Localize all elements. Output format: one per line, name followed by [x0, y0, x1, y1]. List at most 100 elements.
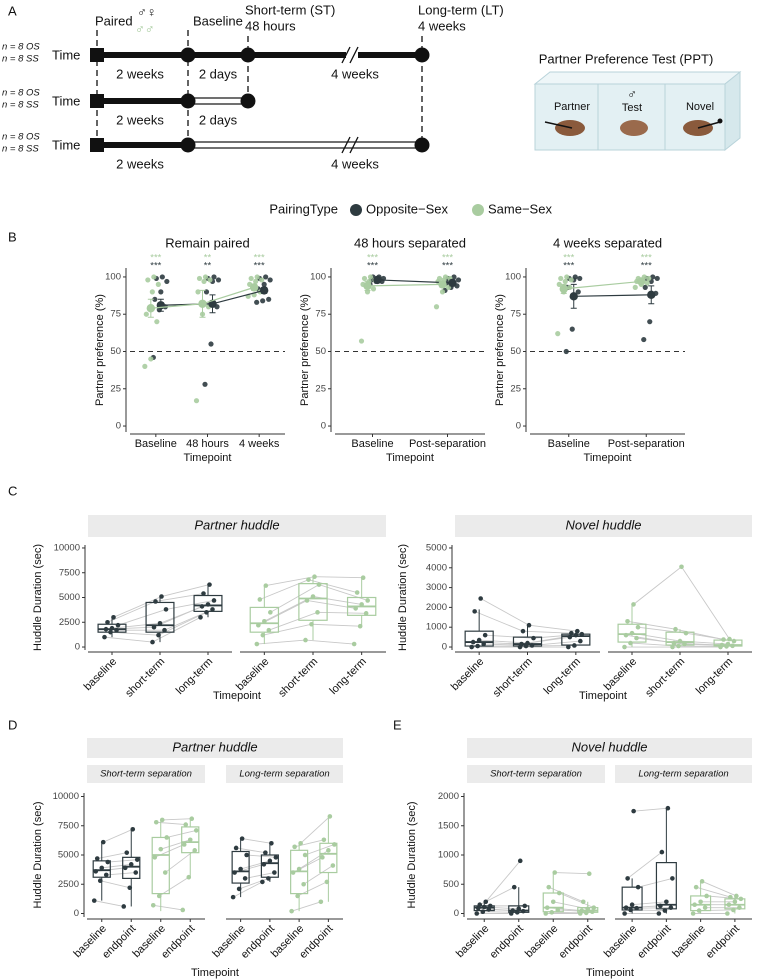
data-point — [690, 911, 696, 916]
data-point — [105, 859, 111, 865]
data-point — [451, 274, 457, 280]
data-point — [134, 857, 140, 862]
data-point — [519, 641, 524, 647]
data-point — [664, 899, 669, 905]
data-point — [153, 599, 158, 604]
data-point — [469, 644, 474, 650]
subfacet-strip — [226, 765, 343, 783]
data-point — [155, 281, 161, 287]
chart-title: 48 hours separated — [354, 235, 466, 250]
subject-line — [100, 880, 130, 889]
data-point — [516, 906, 522, 912]
significance-label: *** — [254, 261, 265, 272]
data-point — [122, 865, 128, 871]
data-point — [704, 893, 709, 899]
pair-symbol: ♂♀ — [137, 4, 157, 19]
subject-line — [291, 901, 322, 912]
data-point — [511, 884, 517, 890]
data-point — [103, 626, 109, 632]
subfacet-title: Long-term separation — [239, 769, 329, 780]
data-point — [634, 635, 639, 641]
mean-point — [559, 284, 568, 294]
data-point — [272, 870, 277, 875]
x-tick-label: baseline — [234, 656, 271, 693]
milestone-label: Paired — [95, 13, 133, 28]
data-point — [628, 640, 633, 646]
data-point — [579, 631, 585, 637]
data-point — [263, 583, 269, 588]
x-tick-label: short-term — [123, 656, 167, 700]
data-point — [656, 911, 662, 916]
subject-line — [232, 881, 263, 898]
data-point — [579, 908, 585, 913]
legend-swatch — [472, 204, 484, 216]
x-tick-label: baseline — [82, 656, 119, 693]
data-point — [683, 630, 689, 636]
box — [151, 836, 170, 895]
data-point — [260, 298, 266, 304]
data-point — [261, 281, 267, 287]
group-size: n = 8 SS — [2, 144, 39, 155]
x-tick-label: endpoint — [635, 923, 673, 961]
mean-point — [569, 292, 578, 301]
data-point — [289, 908, 294, 914]
data-point — [631, 808, 636, 814]
subject-line — [632, 901, 667, 906]
data-point — [158, 289, 164, 295]
subfacet-title: Short-term separation — [100, 769, 192, 780]
subject-line — [242, 838, 272, 844]
y-tick-label: 75 — [510, 309, 521, 320]
data-point — [93, 869, 99, 874]
data-point — [257, 597, 263, 602]
data-point — [728, 894, 733, 900]
box — [145, 601, 175, 633]
data-point — [583, 910, 589, 916]
data-point — [211, 598, 217, 603]
data-point — [726, 902, 732, 908]
data-point — [164, 278, 170, 285]
milestone-dot — [240, 93, 256, 109]
duration-label: 2 days — [199, 112, 238, 127]
data-point — [253, 278, 259, 285]
data-point — [568, 277, 574, 283]
y-tick-label: 100 — [505, 271, 521, 282]
data-point — [143, 311, 149, 317]
mean-point — [448, 278, 457, 288]
data-point — [332, 842, 337, 847]
data-point — [482, 632, 488, 638]
data-point — [522, 903, 528, 909]
y-tick-label: 0 — [116, 421, 121, 432]
significance-label: *** — [367, 253, 378, 264]
significance-label: *** — [641, 253, 652, 264]
group-size: n = 8 SS — [2, 54, 39, 65]
time-axis-label: Time — [52, 47, 80, 62]
data-point — [202, 381, 208, 387]
data-point — [302, 852, 308, 858]
data-point — [569, 630, 574, 636]
data-point — [187, 837, 193, 843]
data-point — [635, 884, 641, 890]
subject-line — [103, 828, 133, 843]
chamber-label: Test — [622, 102, 642, 114]
data-point — [268, 610, 273, 615]
chart-title: 4 weeks separated — [553, 235, 662, 250]
data-point — [631, 602, 636, 607]
data-point — [324, 879, 330, 885]
data-point — [731, 638, 737, 644]
y-tick-label: 100 — [310, 271, 326, 282]
data-point — [646, 275, 652, 282]
subject-line — [303, 865, 334, 885]
x-axis-title: Timepoint — [586, 967, 634, 979]
data-point — [151, 274, 157, 280]
data-point — [478, 596, 483, 601]
data-point — [436, 275, 443, 282]
x-axis-title: Timepoint — [191, 967, 239, 979]
data-point — [358, 338, 365, 344]
milestone-dot — [180, 93, 196, 109]
y-tick-label: 1000 — [438, 850, 459, 861]
time-axis-label: Time — [52, 93, 80, 108]
y-tick-label: 7500 — [59, 567, 80, 578]
timeline-hollow — [187, 97, 249, 105]
data-point — [321, 837, 327, 843]
